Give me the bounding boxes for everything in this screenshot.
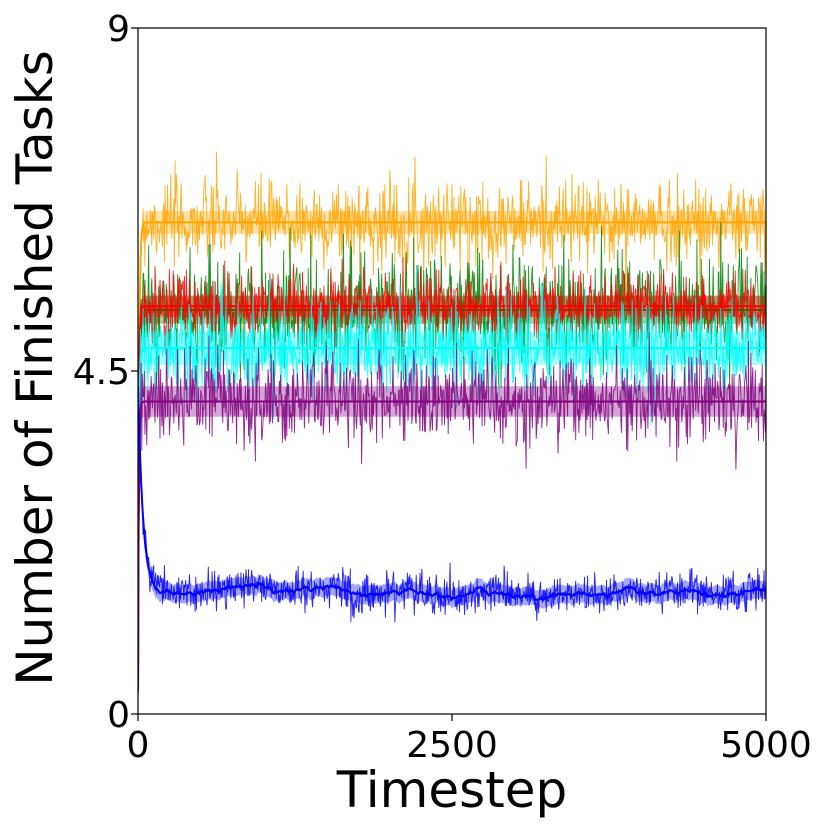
- series-2-line: [138, 305, 766, 692]
- series-3-line: [138, 347, 766, 692]
- y-tick-label: 9: [107, 9, 130, 50]
- x-tick-label: 5000: [720, 725, 812, 766]
- y-axis-title: Number of Finished Tasks: [6, 50, 64, 686]
- x-tick-label: 2500: [406, 725, 498, 766]
- series-4-trace: [138, 332, 766, 714]
- x-axis-title: Timestep: [336, 761, 568, 819]
- x-axis-ticks: 0 2500 5000: [127, 714, 812, 766]
- x-tick-label: 0: [127, 725, 150, 766]
- series-4-band: [138, 386, 766, 707]
- series-5-trace: [138, 397, 766, 623]
- series-0-line: [138, 221, 766, 692]
- y-tick-label: 4.5: [73, 352, 130, 393]
- series-5-band: [138, 375, 766, 610]
- y-tick-label: 0: [107, 695, 130, 736]
- series-4-line: [138, 400, 766, 692]
- series-5-line: [138, 385, 766, 602]
- series-layer: [138, 151, 766, 714]
- y-axis-ticks: 04.59: [73, 9, 138, 736]
